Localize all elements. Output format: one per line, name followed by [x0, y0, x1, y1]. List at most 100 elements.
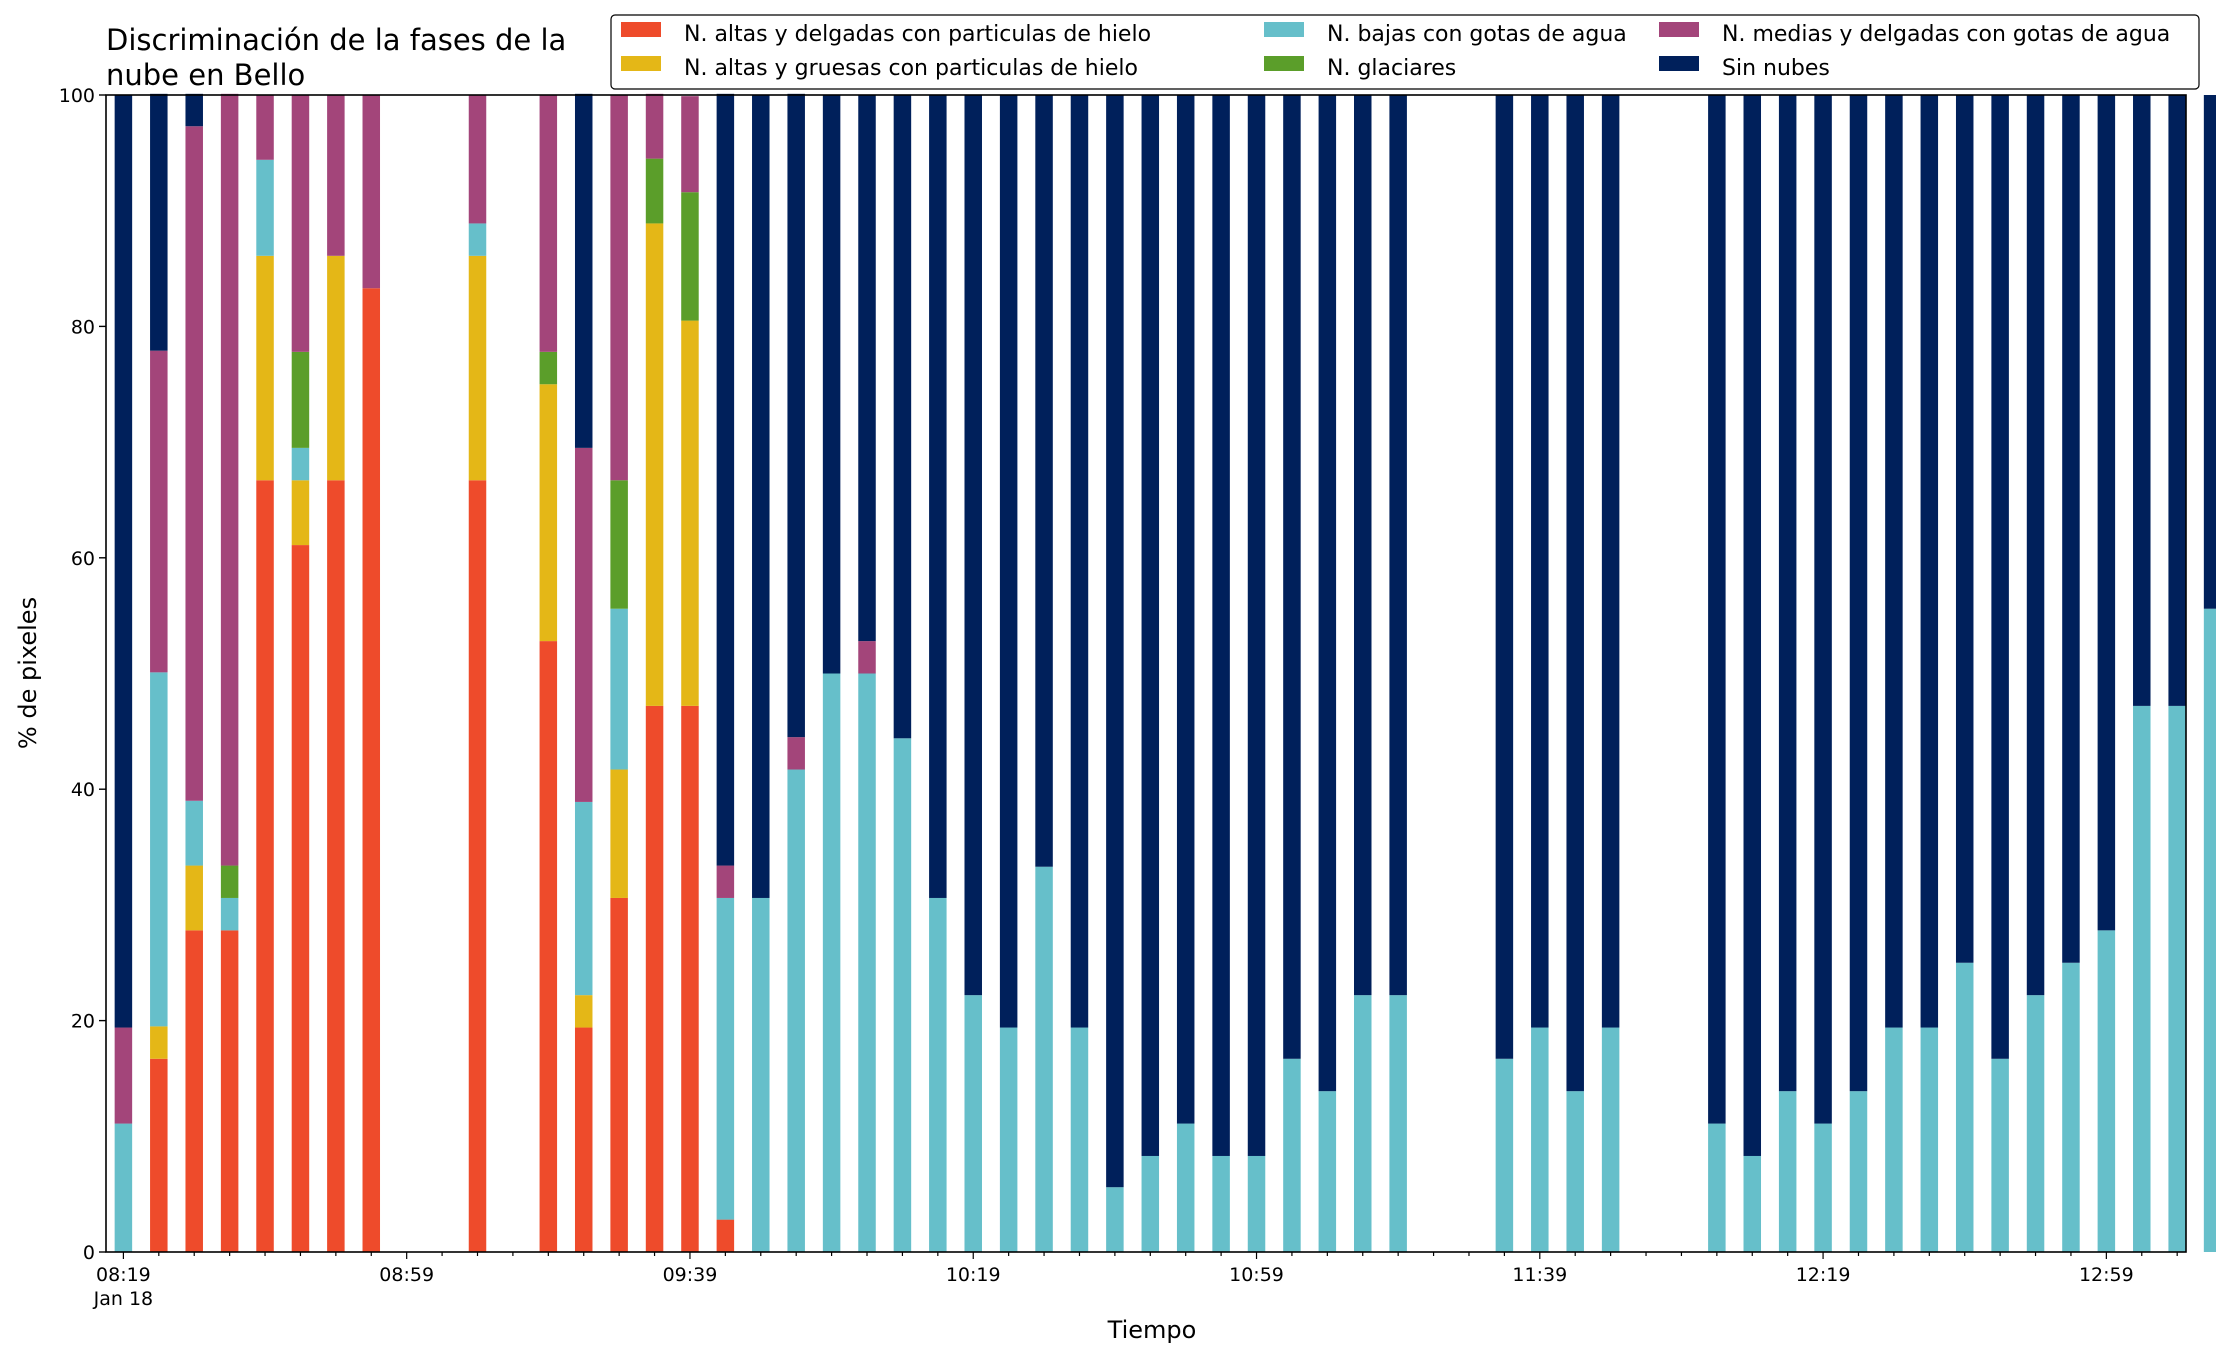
- bar-segment: [1247, 95, 1266, 1156]
- bar-segment: [964, 95, 982, 996]
- bar-segment: [256, 159, 274, 256]
- bar-segment: [362, 95, 381, 289]
- bar-segment: [362, 288, 381, 1253]
- x-tick-label: 08:19: [96, 1264, 151, 1286]
- bar-segment: [114, 95, 133, 1028]
- bar-segment: [150, 93, 168, 351]
- y-axis-label: % de pixeles: [14, 597, 42, 749]
- bar-segment: [1531, 1027, 1549, 1252]
- legend-swatch: [1659, 56, 1699, 71]
- bar-segment: [610, 608, 628, 770]
- bar-segment: [1566, 95, 1584, 1092]
- bar-segment: [256, 480, 274, 1252]
- bar-segment: [929, 897, 947, 1252]
- bar-segment: [1354, 995, 1372, 1252]
- bar-segment: [2168, 95, 2186, 706]
- bar-segment: [1070, 1027, 1089, 1252]
- bar-segment: [256, 255, 274, 481]
- bar-segment: [291, 447, 310, 481]
- bar-segment: [645, 158, 664, 224]
- bar-segment: [185, 800, 203, 866]
- x-axis-label: Tiempo: [1107, 1316, 1197, 1344]
- y-tick-label: 80: [71, 316, 95, 338]
- chart-title-line: Discriminación de la fases de la: [106, 23, 566, 57]
- bar-segment: [964, 995, 982, 1252]
- bar-segment: [185, 93, 203, 127]
- bar-segment: [610, 480, 628, 609]
- bar-segment: [220, 865, 239, 898]
- bar-segment: [1885, 95, 1903, 1028]
- x-tick-sublabel: Jan 18: [93, 1288, 154, 1310]
- bar-segment: [1920, 95, 1939, 1028]
- bar-segment: [1601, 1027, 1620, 1252]
- bar-segment: [752, 897, 770, 1252]
- bar-segment: [716, 1219, 735, 1252]
- x-tick-label: 12:59: [2079, 1264, 2134, 1286]
- bar-segment: [681, 705, 699, 1252]
- bar-segment: [1814, 1123, 1832, 1252]
- bar-segment: [858, 673, 876, 1252]
- bar-segment: [1601, 95, 1620, 1028]
- bar-segment: [681, 192, 699, 321]
- bar-segment: [822, 673, 841, 1252]
- bar-segment: [2062, 95, 2080, 963]
- bar-segment: [150, 350, 168, 673]
- bar-segment: [327, 255, 345, 481]
- bar-segment: [1743, 95, 1762, 1156]
- bar-segment: [1531, 95, 1549, 1028]
- bar-segment: [1106, 95, 1124, 1188]
- bar-segment: [1814, 95, 1832, 1124]
- x-tick-label: 09:39: [663, 1264, 718, 1286]
- chart-title: Discriminación de la fases de la nube en …: [106, 23, 566, 92]
- legend-entry: N. altas y delgadas con particulas de hi…: [684, 22, 1151, 47]
- bar-segment: [2097, 930, 2116, 1252]
- y-tick-label: 0: [83, 1242, 95, 1264]
- bar-segment: [291, 480, 310, 546]
- bar-segment: [787, 93, 805, 738]
- bar-segment: [716, 865, 735, 898]
- bar-segment: [574, 995, 593, 1028]
- bar-segment: [752, 95, 770, 898]
- bar-segment: [610, 95, 628, 481]
- bar-segment: [645, 705, 664, 1252]
- bar-segment: [2203, 95, 2216, 609]
- y-tick-label: 20: [71, 1011, 95, 1033]
- bar-segment: [468, 95, 487, 224]
- bar-segment: [2168, 705, 2186, 1252]
- bar-segment: [1778, 1091, 1797, 1252]
- bar-segment: [2026, 995, 2045, 1252]
- legend-entry: N. altas y gruesas con particulas de hie…: [684, 56, 1138, 81]
- bar-segment: [1176, 95, 1195, 1124]
- x-tick-label: 12:19: [1796, 1264, 1851, 1286]
- bar-segment: [150, 1058, 168, 1252]
- bar-segment: [681, 96, 699, 193]
- bars-layer: [114, 93, 2216, 1253]
- bar-segment: [1141, 95, 1160, 1156]
- y-tick-label: 100: [59, 85, 95, 107]
- bar-segment: [539, 95, 558, 352]
- bar-segment: [327, 95, 345, 256]
- bar-segment: [1389, 95, 1407, 996]
- bar-segment: [929, 95, 947, 898]
- bar-segment: [185, 930, 203, 1252]
- bar-segment: [999, 1027, 1018, 1252]
- legend-entry: N. glaciares: [1327, 56, 1456, 81]
- bar-segment: [999, 95, 1018, 1028]
- bar-segment: [220, 930, 239, 1252]
- bar-segment: [1849, 95, 1868, 1092]
- chart-title-line: nube en Bello: [106, 58, 305, 92]
- x-tick-label: 08:59: [379, 1264, 434, 1286]
- legend-entry: Sin nubes: [1722, 56, 1830, 81]
- bar-segment: [1991, 1058, 2009, 1252]
- bar-segment: [327, 480, 345, 1252]
- bar-segment: [539, 384, 558, 642]
- legend-swatch: [621, 56, 661, 71]
- bar-segment: [1495, 95, 1514, 1059]
- bar-segment: [2097, 95, 2116, 931]
- bar-segment: [291, 95, 310, 352]
- bar-segment: [1389, 995, 1407, 1252]
- bar-segment: [539, 641, 558, 1252]
- bar-segment: [1991, 95, 2009, 1059]
- legend: N. altas y delgadas con particulas de hi…: [610, 14, 2200, 90]
- bar-segment: [220, 93, 239, 866]
